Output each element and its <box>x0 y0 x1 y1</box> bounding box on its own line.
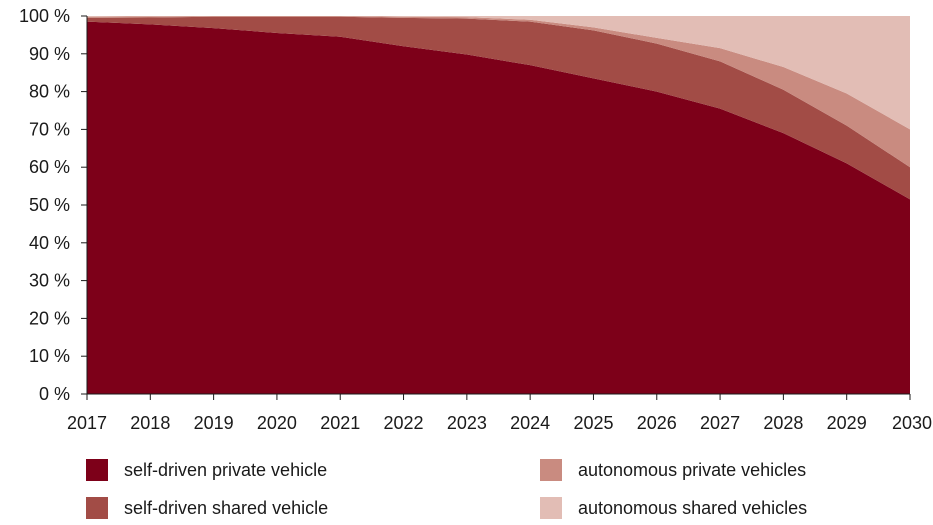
area-series-1 <box>87 16 910 200</box>
x-tick-label: 2027 <box>700 413 740 433</box>
area-series-2 <box>87 16 910 168</box>
y-tick-label: 90 % <box>29 44 70 64</box>
x-tick-label: 2019 <box>194 413 234 433</box>
y-axis-ticks: 0 % 10 % 20 % 30 % 40 % 50 % 60 % 70 % 80 % 90 % 1… <box>19 6 87 404</box>
x-tick-label: 2024 <box>510 413 550 433</box>
x-tick-label: 2020 <box>257 413 297 433</box>
x-tick-label: 2025 <box>573 413 613 433</box>
area-series-3 <box>87 16 910 130</box>
x-tick-label: 2017 <box>67 413 107 433</box>
y-tick-label: 40 % <box>29 233 70 253</box>
x-tick-label: 2022 <box>384 413 424 433</box>
y-tick-label: 0 % <box>39 384 70 404</box>
x-tick-label: 2028 <box>763 413 803 433</box>
x-tick-label: 2029 <box>827 413 867 433</box>
y-tick-label: 20 % <box>29 308 70 328</box>
area-series-group <box>87 16 910 394</box>
y-tick-label: 10 % <box>29 346 70 366</box>
x-tick-label: 2030 <box>892 413 932 433</box>
x-tick-label: 2018 <box>130 413 170 433</box>
x-tick-label: 2021 <box>320 413 360 433</box>
x-tick-label: 2026 <box>637 413 677 433</box>
y-tick-label: 50 % <box>29 195 70 215</box>
y-tick-label: 60 % <box>29 157 70 177</box>
area-series-0 <box>87 21 910 394</box>
x-axis-ticks: 2017 2018 2019 2020 2021 2022 2023 2024 2025 2026… <box>67 394 932 433</box>
x-tick-label: 2023 <box>447 413 487 433</box>
y-tick-label: 100 % <box>19 6 70 26</box>
y-tick-label: 80 % <box>29 82 70 102</box>
y-tick-label: 70 % <box>29 119 70 139</box>
y-tick-label: 30 % <box>29 271 70 291</box>
